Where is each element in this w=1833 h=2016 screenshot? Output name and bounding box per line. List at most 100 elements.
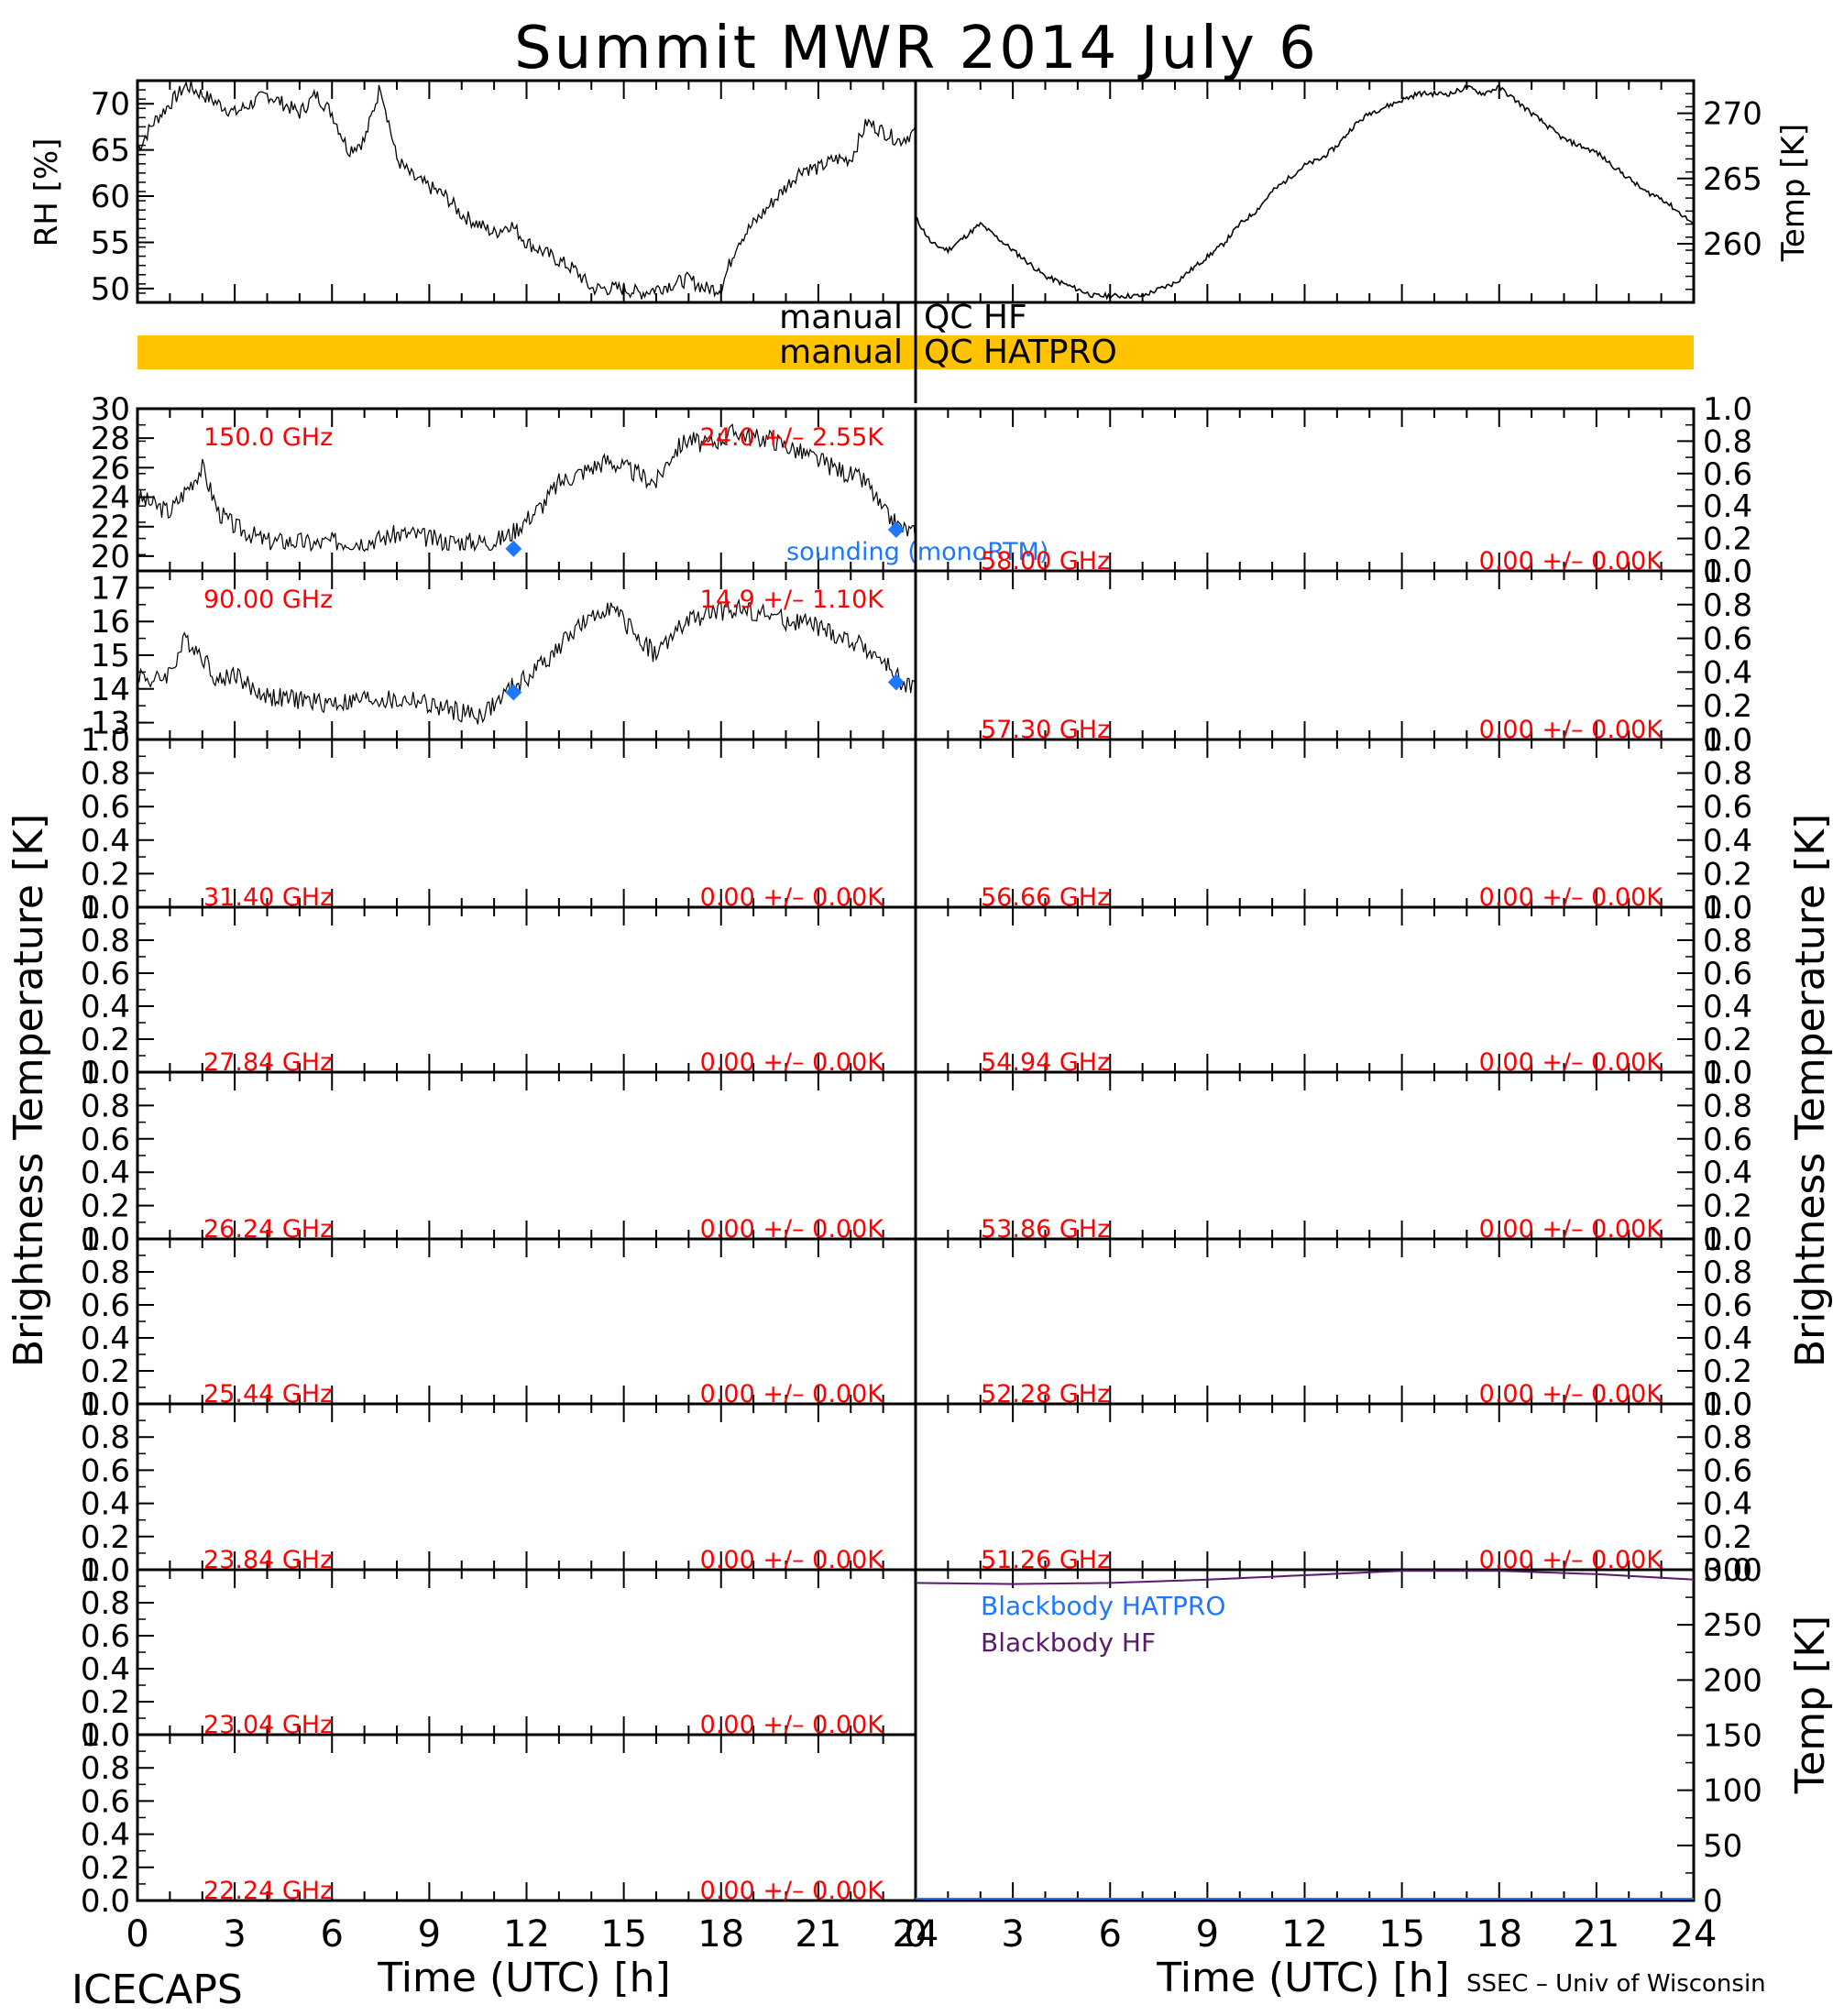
sounding-point <box>887 520 905 538</box>
y-tick-label: 0.4 <box>1703 488 1752 525</box>
y-tick-label: 65 <box>91 133 130 170</box>
y-tick-label: 0.2 <box>1703 1189 1752 1225</box>
y-tick-label: 0.4 <box>1703 1486 1752 1523</box>
y-tick-label: 0.2 <box>1703 1519 1752 1556</box>
y-tick-label: 1.0 <box>1703 890 1752 926</box>
rh-axis-title: RH [%] <box>28 138 65 247</box>
blackbody-legend: Blackbody HF <box>981 1627 1156 1658</box>
y-tick-label: 0.2 <box>1703 688 1752 725</box>
x-tick-label: 21 <box>1573 1913 1619 1956</box>
y-tick-label: 0.0 <box>81 1222 130 1258</box>
y-tick-label: 300 <box>1703 1552 1762 1589</box>
x-tick-label: 9 <box>1196 1913 1219 1956</box>
y-tick-label: 0.6 <box>1703 1452 1752 1489</box>
temp-panel: 260 265 270 Temp [K] <box>914 79 1812 304</box>
sounding-point <box>505 540 522 557</box>
y-tick-label: 1.0 <box>81 1222 130 1258</box>
y-tick-label: 0.8 <box>1703 1088 1752 1124</box>
y-tick-label: 0.4 <box>1703 1155 1752 1191</box>
y-tick-label: 1.0 <box>81 1386 130 1423</box>
panel-ch-2304: 0.00.20.40.60.81.023.04 GHz 0.00 +/– 0.00… <box>81 1552 917 1754</box>
temp-line <box>915 83 1695 301</box>
panel-ch-2624: 0.00.20.40.60.81.026.24 GHz 0.00 +/– 0.00… <box>81 1055 917 1258</box>
x-tick-label: 6 <box>1099 1913 1122 1956</box>
figure-title: Summit MWR 2014 July 6 <box>514 15 1319 82</box>
panel-ch-2544-frame <box>136 1237 917 1406</box>
y-tick-label: 0.8 <box>1703 923 1752 959</box>
x-tick-label: 24 <box>893 1913 939 1956</box>
y-tick-label: 0.0 <box>81 890 130 926</box>
y-tick-label: 0.6 <box>1703 956 1752 992</box>
temp-axis-title: Temp [K] <box>1775 124 1812 262</box>
y-tick-label: 1.0 <box>81 1717 130 1754</box>
y-tick-label: 0 <box>1703 1883 1723 1920</box>
footer-left: ICECAPS <box>71 1967 243 2013</box>
y-tick-label: 0.4 <box>81 823 130 860</box>
x-tick-label: 12 <box>1281 1913 1328 1956</box>
x-tick-label: 0 <box>904 1913 927 1956</box>
y-tick-label: 70 <box>91 86 130 123</box>
panel-ch-2384: 0.00.20.40.60.81.023.84 GHz 0.00 +/– 0.00… <box>81 1386 917 1589</box>
y-tick-label: 0.0 <box>1703 1386 1752 1423</box>
y-tick-label: 0.6 <box>1703 621 1752 658</box>
panel-ch-5126: 0.00.20.40.60.81.051.26 GHz 0.00 +/– 0.00… <box>914 1386 1752 1589</box>
y-tick-label: 1.0 <box>81 1055 130 1091</box>
y-tick-label: 0.2 <box>81 1684 130 1721</box>
y-tick-label: 0.8 <box>81 1750 130 1787</box>
blackbody-legend: Blackbody HATPRO <box>981 1591 1225 1621</box>
y-tick-label: 1.0 <box>1703 1386 1752 1423</box>
sounding-point <box>887 674 905 691</box>
y-tick-label: 0.2 <box>1703 1353 1752 1390</box>
ch-90-line <box>137 597 916 725</box>
blackbody-axis-title: Temp [K] <box>1787 1616 1833 1794</box>
sounding-legend: sounding (monoRTM) <box>786 538 1048 566</box>
y-tick-label: 150 <box>1703 1718 1762 1755</box>
right-x-axis-title: Time (UTC) [h] <box>1156 1955 1449 2001</box>
x-tick-label: 15 <box>600 1913 647 1956</box>
y-tick-label: 0.6 <box>1703 1122 1752 1158</box>
x-tick-label: 6 <box>321 1913 344 1956</box>
y-tick-label: 0.8 <box>81 756 130 793</box>
y-tick-label: 0.6 <box>1703 1287 1752 1324</box>
x-tick-label: 0 <box>126 1913 148 1956</box>
blackbody-series-hf <box>915 1570 1695 1585</box>
y-tick-label: 100 <box>1703 1773 1762 1810</box>
y-tick-label: 0.2 <box>81 1519 130 1556</box>
y-tick-label: 0.4 <box>81 1155 130 1191</box>
y-tick-label: 0.2 <box>81 1189 130 1225</box>
panel-ch-5126-frame <box>914 1402 1696 1572</box>
y-tick-label: 0.8 <box>1703 587 1752 624</box>
y-tick-label: 28 <box>91 421 130 457</box>
y-tick-label: 0.6 <box>81 1783 130 1820</box>
panel-ch-5494: 0.00.20.40.60.81.054.94 GHz 0.00 +/– 0.00… <box>914 890 1752 1091</box>
y-tick-label: 24 <box>91 480 130 517</box>
y-tick-label: 0.4 <box>1703 654 1752 691</box>
y-tick-label: 0.8 <box>1703 1419 1752 1456</box>
ch-2224-label: 22.24 GHz <box>203 1877 333 1905</box>
right-y-axis-title: Brightness Temperature [K] <box>1787 814 1833 1367</box>
ch-150-stats: 24.0 +/– 2.55K <box>700 423 885 452</box>
y-tick-label: 55 <box>91 225 130 261</box>
y-tick-label: 0.4 <box>81 989 130 1025</box>
x-tick-label: 21 <box>795 1913 841 1956</box>
qc-hatpro-right: QC HATPRO <box>924 334 1117 371</box>
x-tick-label: 3 <box>223 1913 246 1956</box>
y-tick-label: 50 <box>91 271 130 308</box>
panel-ch-2544: 0.00.20.40.60.81.025.44 GHz 0.00 +/– 0.00… <box>81 1222 917 1423</box>
panel-ch-5666-frame <box>914 738 1696 909</box>
qc-hf-left: manual <box>779 299 903 336</box>
y-tick-label: 0.0 <box>1703 1552 1752 1589</box>
y-tick-label: 0.2 <box>81 1022 130 1058</box>
y-tick-label: 1.0 <box>81 890 130 926</box>
y-tick-label: 0.6 <box>81 1452 130 1489</box>
y-tick-label: 0.8 <box>1703 756 1752 793</box>
panel-ch-5228: 0.00.20.40.60.81.052.28 GHz 0.00 +/– 0.00… <box>914 1222 1752 1423</box>
left-y-axis-title: Brightness Temperature [K] <box>5 814 52 1367</box>
y-tick-label: 0.0 <box>1703 1222 1752 1258</box>
y-tick-label: 20 <box>91 539 130 575</box>
x-tick-label: 24 <box>1671 1913 1718 1956</box>
y-tick-label: 0.0 <box>1703 722 1752 759</box>
